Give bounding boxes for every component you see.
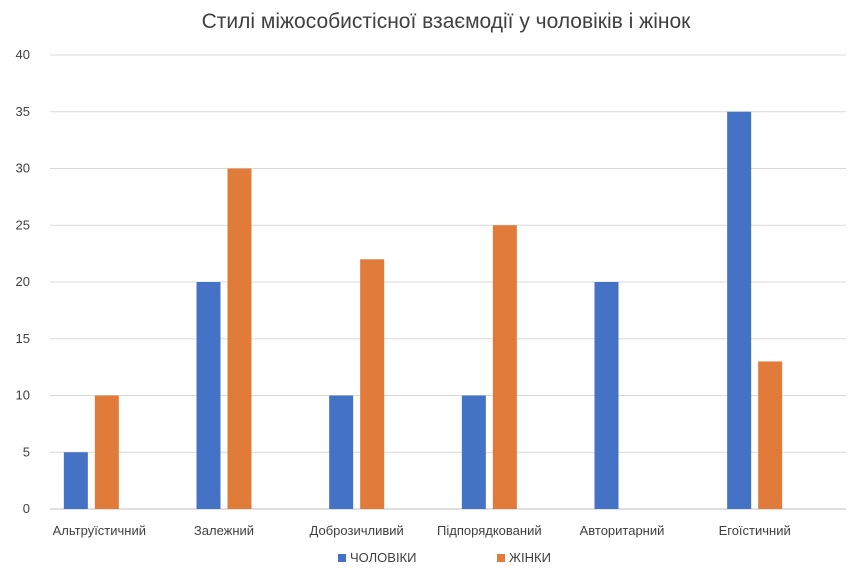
bar-women (758, 361, 783, 509)
x-category-label: Авторитарний (580, 523, 665, 538)
y-tick-label: 0 (23, 501, 30, 516)
legend-swatch (338, 554, 346, 562)
x-category-label: Залежний (194, 523, 254, 538)
bar-women (360, 259, 385, 509)
x-axis-category-labels: Альтруїстичний Залежний Доброзичливий Підпо… (53, 523, 791, 538)
y-tick-label: 25 (16, 217, 30, 232)
y-tick-label: 20 (16, 274, 30, 289)
bar-men (196, 282, 221, 509)
bar-women (94, 395, 119, 509)
legend: ЧОЛОВІКИ ЖІНКИ (338, 550, 551, 565)
bar-men (461, 395, 486, 509)
x-category-label: Альтруїстичний (53, 523, 146, 538)
bar-men (594, 282, 619, 509)
x-category-label: Підпорядкований (437, 523, 542, 538)
legend-label: ЧОЛОВІКИ (350, 550, 416, 565)
bar-men (329, 395, 354, 509)
y-tick-label: 15 (16, 331, 30, 346)
y-tick-label: 10 (16, 388, 30, 403)
gridlines (50, 54, 846, 510)
y-tick-label: 30 (16, 161, 30, 176)
y-axis-tick-labels: 0 5 10 15 20 25 30 35 40 (16, 47, 30, 516)
x-category-label: Доброзичливий (310, 523, 404, 538)
bars (63, 111, 783, 509)
bar-men (63, 452, 88, 509)
y-tick-label: 5 (23, 444, 30, 459)
x-category-label: Егоїстичний (719, 523, 791, 538)
legend-label: ЖІНКИ (509, 550, 551, 565)
y-tick-label: 40 (16, 47, 30, 62)
chart-title: Стилі міжособистісної взаємодії у чолові… (202, 10, 692, 33)
legend-swatch (497, 554, 505, 562)
bar-men (727, 111, 752, 509)
y-tick-label: 35 (16, 104, 30, 119)
bar-women (227, 168, 252, 509)
bar-women (492, 225, 517, 509)
